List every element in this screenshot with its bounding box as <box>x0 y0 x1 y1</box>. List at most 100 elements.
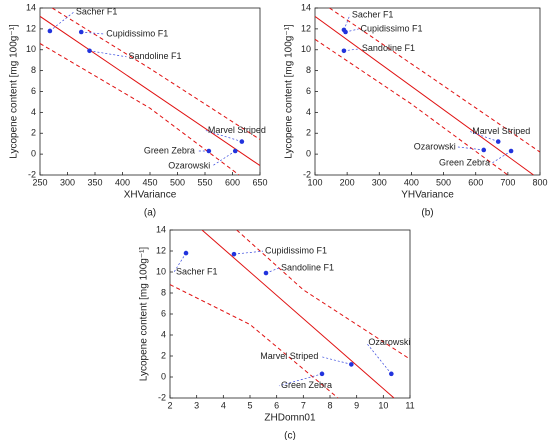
y-tick-label: 0 <box>31 149 36 159</box>
y-tick-label: 8 <box>306 65 311 75</box>
point-label: Ozarowski <box>368 337 410 347</box>
data-point <box>481 147 487 153</box>
point-label: Marvel Striped <box>260 351 318 361</box>
leader-line <box>366 342 392 375</box>
y-tick-label: 10 <box>156 266 166 276</box>
y-tick-label: 6 <box>306 86 311 96</box>
y-axis-label: Lycopene content [mg 100g⁻¹] <box>139 247 150 382</box>
data-point <box>343 29 348 35</box>
x-tick-label: 300 <box>372 177 387 187</box>
leader-line <box>49 11 75 32</box>
y-tick-label: 10 <box>26 44 36 54</box>
y-tick-label: 4 <box>306 107 311 117</box>
leader-line <box>343 14 351 31</box>
data-point <box>47 28 53 34</box>
point-label: Cupidissimo F1 <box>361 23 423 33</box>
y-axis-label: Lycopene content [mg 100g⁻¹] <box>284 24 295 159</box>
confidence-band <box>170 284 339 398</box>
confidence-band <box>236 230 410 360</box>
leader-line <box>320 356 352 365</box>
y-axis-label: Lycopene content [mg 100g⁻¹] <box>9 24 20 159</box>
x-tick-label: 600 <box>225 177 240 187</box>
x-tick-label: 4 <box>221 400 226 410</box>
y-tick-label: 8 <box>161 287 166 297</box>
x-tick-label: 350 <box>87 177 102 187</box>
data-point <box>239 139 245 144</box>
y-tick-label: 12 <box>301 23 311 33</box>
point-label: Green Zebra <box>439 157 490 167</box>
y-tick-label: 2 <box>31 128 36 138</box>
data-point <box>389 371 394 377</box>
point-label: Cupidissimo F1 <box>106 28 168 38</box>
panel: 250 300 350 400 450 500 550 600 650 -2 0 2 4 6 8 10 12 14… <box>9 2 268 218</box>
y-tick-label: 14 <box>26 2 36 12</box>
x-tick-label: 550 <box>197 177 212 187</box>
x-tick-label: 8 <box>327 400 332 410</box>
point-label: Marvel Striped <box>208 125 266 135</box>
y-tick-label: 12 <box>156 245 166 255</box>
point-label: Marvel Striped <box>472 126 530 136</box>
data-point <box>263 270 269 276</box>
point-label: Green Zebra <box>281 380 332 390</box>
x-tick-label: 500 <box>170 177 185 187</box>
point-label: Sacher F1 <box>176 266 218 276</box>
regression-line <box>40 15 260 167</box>
leader-line <box>278 373 323 387</box>
y-tick-label: -2 <box>28 169 36 179</box>
x-tick-label: 250 <box>32 177 47 187</box>
x-tick-label: 500 <box>436 177 451 187</box>
x-tick-label: 600 <box>468 177 483 187</box>
x-tick-label: 9 <box>354 400 359 410</box>
leader-line <box>457 146 484 151</box>
regression-line <box>201 230 395 398</box>
data-point <box>183 250 189 256</box>
point-label: Green Zebra <box>144 145 195 155</box>
x-tick-label: 200 <box>340 177 355 187</box>
point-label: Cupidissimo F1 <box>265 246 327 256</box>
x-tick-label: 5 <box>247 400 252 410</box>
data-point <box>349 362 354 367</box>
data-point <box>78 29 84 35</box>
x-axis-label: XHVariance <box>124 190 177 201</box>
y-tick-label: -2 <box>158 392 166 402</box>
data-point <box>232 148 238 154</box>
x-tick-label: 300 <box>60 177 75 187</box>
y-tick-label: 2 <box>161 350 166 360</box>
y-tick-label: 8 <box>31 65 36 75</box>
confidence-band <box>51 8 260 140</box>
data-point <box>508 148 514 154</box>
leader-line <box>470 131 499 142</box>
data-point <box>319 371 325 377</box>
x-tick-label: 6 <box>274 400 279 410</box>
x-tick-label: 800 <box>532 177 547 187</box>
panel-caption: (b) <box>421 208 433 219</box>
point-label: Sandoline F1 <box>129 51 182 61</box>
x-tick-label: 700 <box>500 177 515 187</box>
y-tick-label: 14 <box>156 224 166 234</box>
point-label: Sacher F1 <box>76 6 118 16</box>
data-point <box>341 48 347 54</box>
leader-line <box>233 250 264 255</box>
confidence-band <box>40 43 240 175</box>
panel: 2 3 4 5 6 7 8 9 10 11 -2 0 2 4 6 8 10 12 14 ZHDomn01 Lycopen… <box>139 224 415 440</box>
regression-line <box>315 15 534 175</box>
y-tick-label: 2 <box>306 128 311 138</box>
y-tick-label: 14 <box>301 2 311 12</box>
x-tick-label: 2 <box>167 400 172 410</box>
x-tick-label: 400 <box>404 177 419 187</box>
point-label: Sandoline F1 <box>281 262 334 272</box>
point-label: Ozarowski <box>168 160 210 170</box>
y-tick-label: 4 <box>31 107 36 117</box>
y-tick-label: 12 <box>26 23 36 33</box>
y-tick-label: 6 <box>161 308 166 318</box>
x-tick-label: 650 <box>252 177 267 187</box>
leader-line <box>343 48 360 52</box>
x-tick-label: 11 <box>405 400 414 410</box>
confidence-band <box>315 38 509 175</box>
data-point <box>87 48 92 54</box>
x-tick-label: 400 <box>115 177 130 187</box>
panel-caption: (c) <box>284 431 296 440</box>
leader-line <box>81 31 105 35</box>
data-point <box>231 251 237 257</box>
